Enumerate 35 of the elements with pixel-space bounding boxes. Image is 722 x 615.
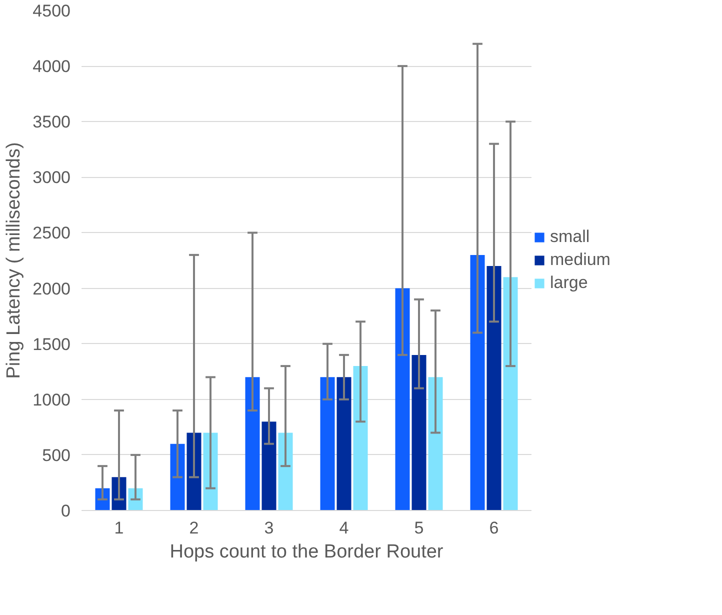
y-tick-label: 0: [61, 502, 71, 520]
x-axis-title: Hops count to the Border Router: [170, 542, 444, 562]
x-tick-label: 3: [264, 518, 274, 538]
bar: [503, 277, 518, 510]
bar: [262, 422, 276, 510]
y-tick-label: 4000: [32, 57, 71, 76]
bar: [245, 377, 260, 510]
bar: [186, 432, 202, 510]
y-tick-label: 500: [42, 446, 71, 465]
x-tick-label: 5: [414, 518, 424, 538]
legend-label: small: [550, 227, 590, 247]
bar: [320, 377, 335, 510]
y-tick-label: 3500: [32, 112, 71, 132]
legend-label: large: [550, 273, 588, 293]
y-axis-title: Ping Latency ( milliseconds): [4, 142, 25, 379]
y-tick-label: 2000: [32, 279, 71, 298]
bar: [278, 432, 293, 510]
x-tick-label: 1: [114, 518, 124, 538]
x-tick-label: 6: [489, 518, 499, 538]
bar: [353, 366, 368, 510]
bar: [395, 288, 410, 510]
y-tick-label: 1500: [32, 334, 71, 354]
bar: [170, 444, 185, 510]
x-tick-label: 2: [189, 518, 199, 538]
y-tick-label: 4500: [32, 2, 71, 20]
bar: [336, 377, 352, 510]
y-tick-label: 2500: [32, 224, 71, 243]
legend-label: medium: [550, 250, 610, 270]
bar: [470, 254, 485, 510]
y-tick-label: 1000: [32, 390, 71, 410]
bar: [486, 266, 502, 510]
bar: [428, 377, 443, 510]
x-tick-label: 4: [339, 518, 349, 538]
y-tick-label: 3000: [32, 168, 71, 188]
bar: [412, 354, 426, 510]
